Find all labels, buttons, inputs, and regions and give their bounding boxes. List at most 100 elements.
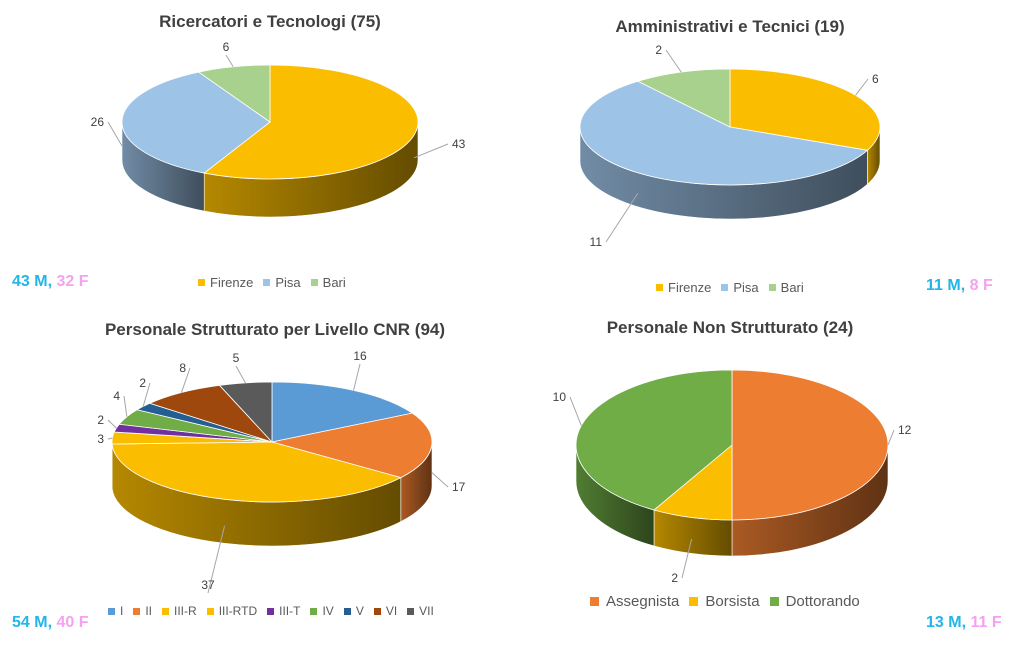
pie-chart-ricercatori: 43 26 6 <box>91 40 466 218</box>
data-label-vii: 5 <box>233 351 240 365</box>
data-label-v: 2 <box>139 376 146 390</box>
leader-line <box>142 382 151 407</box>
legend-swatch <box>689 597 699 606</box>
leader-line <box>605 192 639 243</box>
legend-swatch <box>769 597 779 606</box>
leader-line <box>665 49 682 73</box>
slice-firenze <box>203 64 419 180</box>
slice-iii-r <box>111 441 402 503</box>
data-label-bari: 6 <box>223 40 230 54</box>
legend-label: VI <box>385 604 398 618</box>
separator: , <box>47 614 53 631</box>
legend-item-v: V <box>343 604 364 618</box>
legend-item-pisa: Pisa <box>263 275 301 290</box>
data-label-pisa: 11 <box>590 235 603 249</box>
female-count: 32 F <box>56 273 89 290</box>
legend-item-ii: II <box>133 604 152 618</box>
leader-line <box>887 429 895 446</box>
chart-title: Personale Strutturato per Livello CNR (9… <box>104 320 446 339</box>
slice-firenze <box>729 68 881 151</box>
leader-line <box>431 472 449 488</box>
legend-item-iii-r: III-R <box>162 604 197 618</box>
data-label-borsista: 2 <box>671 571 678 585</box>
legend-label: Bari <box>780 280 804 295</box>
legend-swatch <box>407 607 415 615</box>
leader-line <box>569 396 582 426</box>
female-count: 11 F <box>970 614 1002 631</box>
legend-label: III-R <box>174 604 197 618</box>
legend-label: Bari <box>322 275 346 290</box>
data-label-vi: 8 <box>179 361 186 375</box>
leader-line <box>681 538 693 579</box>
legend: Firenze Pisa Bari <box>198 275 356 290</box>
gender-summary: 43 M, 32 F <box>12 273 89 291</box>
data-label-assegnista: 12 <box>898 423 912 437</box>
legend-item-pisa: Pisa <box>721 280 759 295</box>
legend-item-vii: VII <box>407 604 434 618</box>
legend-label: Firenze <box>668 280 712 295</box>
legend-item-i: I <box>108 604 123 618</box>
data-label-ii: 17 <box>452 480 466 494</box>
legend-label: IV <box>322 604 334 618</box>
gender-summary: 13 M, 11 F <box>926 614 1002 632</box>
slice-i <box>271 381 414 443</box>
legend-label: III-T <box>279 604 301 618</box>
data-label-firenze: 43 <box>452 137 466 151</box>
legend-label: Firenze <box>210 275 254 290</box>
female-count: 40 F <box>56 614 89 631</box>
legend: Firenze Pisa Bari <box>656 280 814 295</box>
legend-label: III-RTD <box>218 604 258 618</box>
legend-swatch <box>133 607 141 615</box>
legend-swatch <box>162 607 170 615</box>
slice-pisa <box>121 71 271 174</box>
leader-line <box>107 121 123 147</box>
leader-line <box>123 395 128 417</box>
female-count: 8 F <box>969 277 993 294</box>
data-label-firenze: 6 <box>872 72 879 86</box>
legend-item-vi: VI <box>373 604 398 618</box>
chart-title: Amministrativi e Tecnici (19) <box>615 17 845 36</box>
legend-swatch <box>343 607 351 615</box>
gender-summary: 11 M, 8 F <box>926 277 993 295</box>
legend-swatch <box>590 597 599 606</box>
slice-vi <box>148 384 274 443</box>
legend-item-bari: Bari <box>310 275 346 290</box>
data-label-bari: 2 <box>655 43 662 57</box>
male-count: 54 M <box>12 614 48 631</box>
legend-swatch <box>198 279 205 286</box>
data-label-iii-t: 2 <box>97 413 104 427</box>
legend-swatch <box>373 607 381 615</box>
legend-item-bari: Bari <box>768 280 804 295</box>
legend-item-iii-rtd: III-RTD <box>206 604 258 618</box>
legend-label: Borsista <box>705 593 760 610</box>
gender-summary: 54 M, 40 F <box>12 614 89 632</box>
legend-swatch <box>263 279 271 286</box>
legend-swatch <box>768 284 776 291</box>
leader-line <box>180 367 191 393</box>
leader-line <box>413 143 449 159</box>
legend: Assegnista Borsista Dottorando <box>590 593 870 610</box>
legend-swatch <box>656 284 663 291</box>
leader-line <box>207 525 226 594</box>
data-label-i: 16 <box>353 349 367 363</box>
separator: , <box>47 273 53 290</box>
data-label-pisa: 26 <box>91 115 105 129</box>
data-label-iii-rtd: 3 <box>97 432 104 446</box>
chart-title: Ricercatori e Tecnologi (75) <box>159 12 381 31</box>
leader-line <box>855 78 869 96</box>
legend-label: Assegnista <box>606 593 680 610</box>
legend-swatch <box>267 607 275 615</box>
data-label-iv: 4 <box>113 389 120 403</box>
data-label-iii-r: 37 <box>201 578 215 592</box>
legend-swatch <box>310 607 318 615</box>
male-count: 13 M <box>926 614 962 631</box>
chart-title: Personale Non Strutturato (24) <box>606 318 854 337</box>
slice-ii <box>271 412 433 479</box>
slice-vii <box>218 381 273 444</box>
data-label-dottorando: 10 <box>553 390 567 404</box>
leader-line <box>353 363 361 391</box>
legend-item-borsista: Borsista <box>689 593 760 610</box>
legend: I II III-R III-RTD III-T IV V VI VII <box>108 604 444 618</box>
